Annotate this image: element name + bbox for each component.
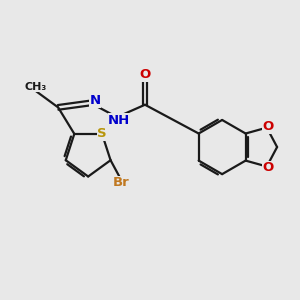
Text: S: S <box>97 128 107 140</box>
Text: Br: Br <box>112 176 129 189</box>
Text: O: O <box>140 68 151 81</box>
Text: CH₃: CH₃ <box>25 82 47 92</box>
Text: NH: NH <box>108 114 130 127</box>
Text: O: O <box>262 120 274 133</box>
Text: O: O <box>262 161 274 174</box>
Text: N: N <box>89 94 100 107</box>
